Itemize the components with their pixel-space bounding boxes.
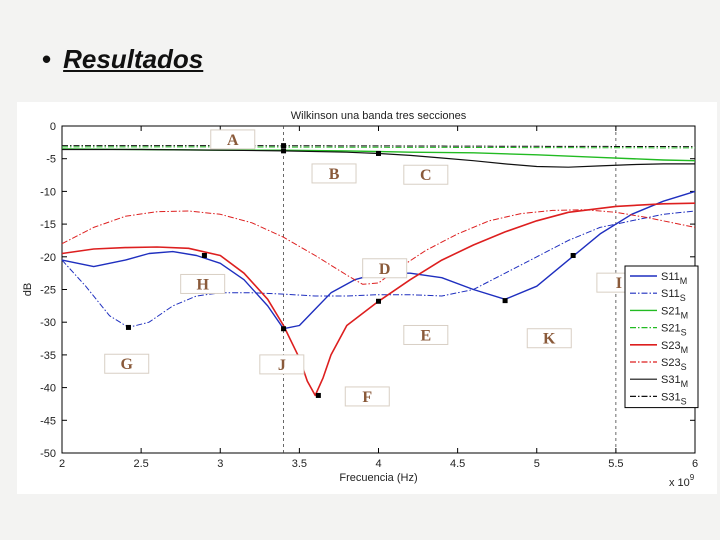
annotation-label: B — [329, 166, 340, 183]
data-marker — [376, 150, 381, 156]
data-marker — [201, 252, 207, 258]
data-marker — [570, 252, 576, 258]
annotation-label: D — [379, 261, 391, 278]
series-line-s31-s — [62, 145, 696, 148]
annotation-d: D — [362, 258, 408, 279]
x-tick-label: 4.5 — [450, 458, 465, 470]
y-tick-label: -50 — [40, 448, 56, 460]
series-line-s11-s — [61, 210, 696, 328]
slide-title-text: Resultados — [63, 44, 204, 74]
bullet-icon: • — [42, 44, 52, 74]
x-tick-label: 2.5 — [133, 458, 148, 470]
chart-title: Wilkinson una banda tres secciones — [291, 110, 467, 122]
annotation-h: H — [180, 273, 226, 294]
x-axis-multiplier: x 109 — [669, 473, 695, 489]
annotation-box — [180, 273, 226, 294]
annotation-box — [403, 164, 449, 185]
x-axis-label: Frecuencia (Hz) — [339, 472, 417, 484]
data-marker — [315, 392, 321, 398]
x-tick-label: 5.5 — [608, 458, 623, 470]
annotation-g: G — [104, 353, 150, 374]
annotation-label: J — [278, 357, 286, 374]
series-line-s11-m — [61, 190, 696, 330]
data-marker — [376, 298, 381, 304]
annotation-label: C — [420, 167, 432, 184]
series-layer — [61, 145, 696, 397]
data-marker — [281, 326, 287, 332]
data-marker — [125, 324, 131, 330]
annotation-j: J — [259, 354, 305, 375]
annotation-label: E — [420, 327, 431, 344]
annotation-a: A — [210, 129, 256, 150]
annotation-box — [344, 386, 390, 407]
slide-title: • Resultados — [42, 44, 203, 75]
series-line-s23-m — [61, 202, 696, 397]
annotation-box — [259, 354, 305, 375]
legend-box — [624, 265, 699, 409]
y-tick-label: 0 — [50, 121, 56, 133]
annotation-k: K — [526, 328, 572, 349]
axis-ticks: 2 2.5 3 3.5 4 4.5 5 5.5 6 0 -5 -10 -15 -20 -25 -30 -35 -4… — [40, 121, 698, 470]
x-tick-label: 3 — [217, 458, 223, 470]
legend-label: S11S — [661, 288, 686, 303]
x-tick-label: 3.5 — [292, 458, 307, 470]
legend-label: S23S — [661, 357, 687, 372]
y-tick-label: -35 — [40, 350, 56, 362]
x-tick-label: 2 — [59, 458, 65, 470]
y-tick-label: -30 — [40, 317, 56, 329]
series-line-s21-s — [62, 146, 696, 149]
annotation-box — [526, 328, 572, 349]
data-marker — [281, 143, 287, 149]
annotation-box — [311, 163, 357, 184]
y-tick-label: -5 — [46, 154, 56, 166]
legend-label: S21S — [661, 323, 687, 338]
chart-figure: Wilkinson una banda tres secciones 2 2.5 3… — [17, 102, 717, 494]
annotation-f: F — [344, 386, 390, 407]
annotation-label: K — [543, 331, 556, 348]
data-marker — [281, 148, 287, 154]
annotation-e: E — [403, 324, 449, 345]
chart-svg: Wilkinson una banda tres secciones 2 2.5 3… — [22, 110, 699, 489]
annotation-box — [403, 324, 449, 345]
annotation-label: F — [362, 389, 372, 406]
y-axis-label: dB — [22, 283, 34, 296]
annotation-layer: A B C D H I E K G J F — [104, 129, 642, 407]
series-line-s31-m — [62, 148, 695, 168]
annotation-box — [362, 258, 408, 279]
annotation-box — [210, 129, 256, 150]
annotation-label: I — [616, 275, 622, 292]
annotation-label: A — [227, 132, 239, 149]
y-tick-label: -10 — [40, 186, 56, 198]
y-tick-label: -25 — [40, 285, 56, 297]
annotation-label: G — [121, 356, 134, 373]
y-tick-label: -15 — [40, 219, 56, 231]
y-tick-label: -45 — [40, 415, 56, 427]
y-tick-label: -20 — [40, 252, 56, 264]
data-marker — [502, 298, 508, 304]
x-tick-label: 5 — [534, 458, 540, 470]
annotation-box — [104, 353, 150, 374]
annotation-b: B — [311, 163, 357, 184]
y-tick-label: -40 — [40, 383, 56, 395]
x-tick-label: 6 — [692, 458, 698, 470]
annotation-c: C — [403, 164, 449, 185]
x-tick-label: 4 — [375, 458, 381, 470]
legend-label: S31S — [661, 391, 687, 406]
annotation-label: H — [196, 276, 209, 293]
